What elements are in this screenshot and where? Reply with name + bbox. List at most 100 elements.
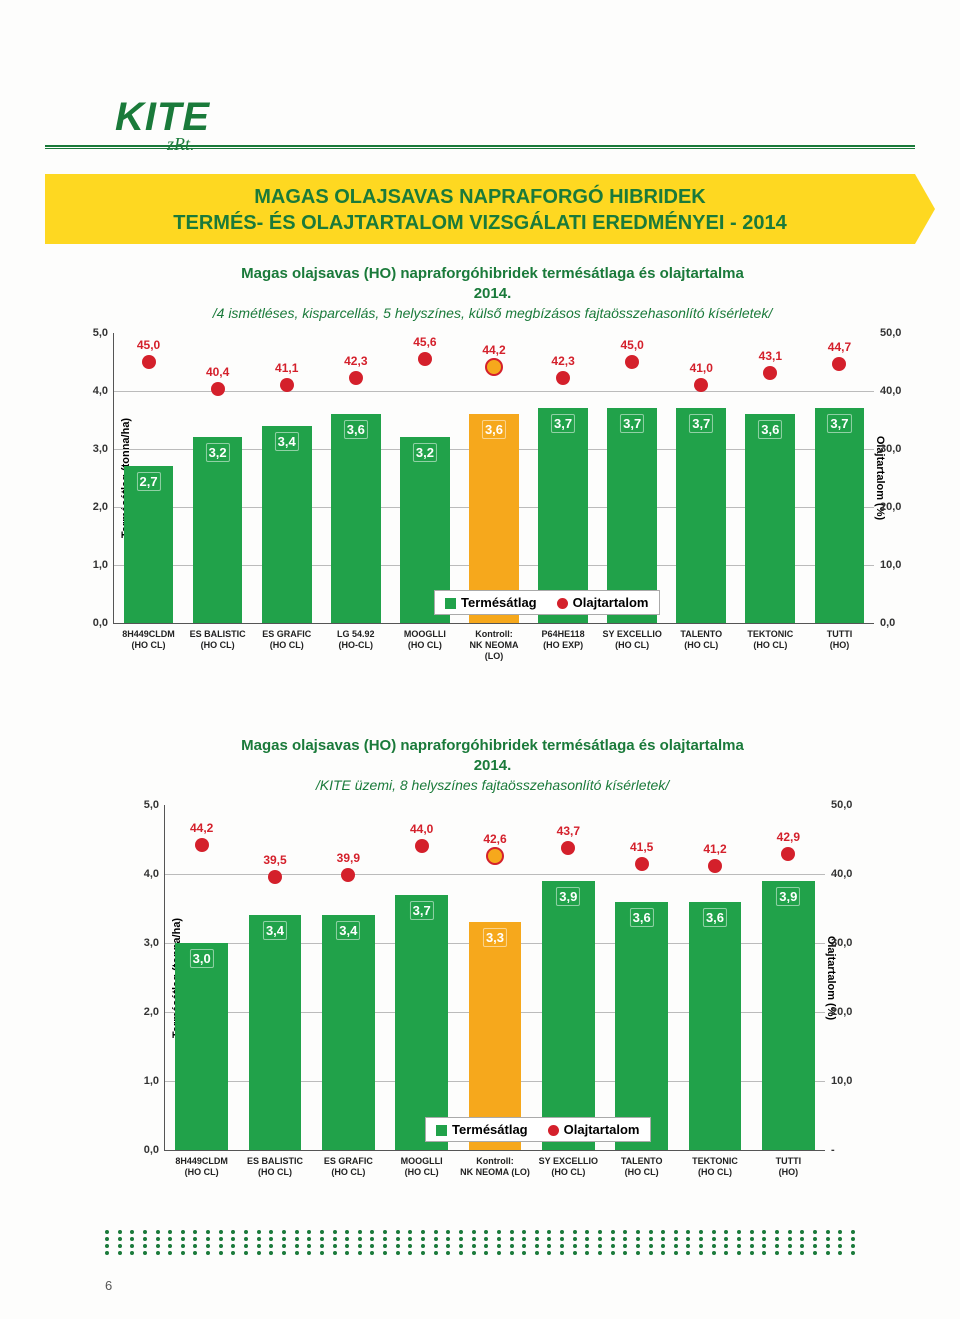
oil-dot <box>280 378 294 392</box>
oil-value: 44,7 <box>828 340 851 354</box>
category-label: ES BALISTIC(HO CL) <box>180 629 255 651</box>
bar-value: 3,9 <box>776 887 800 906</box>
chart2-plot: Termésátlag (tonna/ha) Olajtartalom (%) … <box>164 805 825 1151</box>
bar: 3,7 <box>395 895 448 1150</box>
rule-top-thin <box>45 148 915 149</box>
oil-dot <box>832 357 846 371</box>
bar-value: 3,4 <box>275 432 299 451</box>
oil-dot <box>694 378 708 392</box>
oil-value: 43,7 <box>557 824 580 838</box>
oil-dot <box>486 847 504 865</box>
bar-value: 3,2 <box>413 443 437 462</box>
chart-2: Magas olajsavas (HO) napraforgóhibridek … <box>140 736 845 1151</box>
oil-dot <box>635 857 649 871</box>
oil-dot <box>195 838 209 852</box>
category-label: TUTTI(HO) <box>749 1156 828 1178</box>
page: KITE zRt. MAGAS OLAJSAVAS NAPRAFORGÓ HIB… <box>0 0 960 1319</box>
bar: 3,6 <box>689 902 742 1150</box>
title-line1: MAGAS OLAJSAVAS NAPRAFORGÓ HIBRIDEK <box>254 186 706 208</box>
bar: 3,3 <box>469 922 522 1150</box>
bar: 3,4 <box>262 426 312 623</box>
rule-top <box>45 145 915 147</box>
oil-value: 42,9 <box>777 830 800 844</box>
oil-dot <box>561 841 575 855</box>
oil-dot <box>556 371 570 385</box>
oil-value: 44,2 <box>190 821 213 835</box>
oil-value: 43,1 <box>759 349 782 363</box>
bar-value: 3,7 <box>410 901 434 920</box>
bar-value: 3,6 <box>630 908 654 927</box>
oil-dot <box>349 371 363 385</box>
bar: 2,7 <box>124 466 174 623</box>
chart2-title: Magas olajsavas (HO) napraforgóhibridek … <box>140 736 845 775</box>
category-label: ES GRAFIC(HO CL) <box>249 629 324 651</box>
category-label: 8H449CLDM(HO CL) <box>111 629 186 651</box>
oil-dot <box>211 382 225 396</box>
oil-value: 42,3 <box>551 354 574 368</box>
bar-value: 3,7 <box>551 414 575 433</box>
chart1-title: Magas olajsavas (HO) napraforgóhibridek … <box>95 264 890 303</box>
chart2-desc: /KITE üzemi, 8 helyszínes fajtaösszehaso… <box>140 777 845 793</box>
oil-value: 42,6 <box>483 832 506 846</box>
ytick-left: 3,0 <box>144 937 159 949</box>
oil-dot <box>781 847 795 861</box>
ytick-right: 30,0 <box>831 937 852 949</box>
ytick-left: 5,0 <box>144 799 159 811</box>
oil-value: 44,0 <box>410 822 433 836</box>
ytick-left: 0,0 <box>144 1144 159 1156</box>
category-label: P64HE118(HO EXP) <box>526 629 601 651</box>
ytick-right: 30,0 <box>880 443 901 455</box>
oil-value: 42,3 <box>344 354 367 368</box>
bar: 3,9 <box>542 881 595 1150</box>
oil-dot <box>341 868 355 882</box>
page-number: 6 <box>105 1278 112 1293</box>
category-label: ES BALISTIC(HO CL) <box>235 1156 314 1178</box>
oil-dot <box>418 352 432 366</box>
ytick-left: 3,0 <box>93 443 108 455</box>
oil-value: 41,0 <box>690 361 713 375</box>
category-label: 8H449CLDM(HO CL) <box>162 1156 241 1178</box>
oil-dot <box>268 870 282 884</box>
ytick-right: 50,0 <box>831 799 852 811</box>
logo-main: KITE <box>115 95 210 140</box>
oil-dot <box>708 859 722 873</box>
bar-value: 3,6 <box>482 420 506 439</box>
legend: TermésátlagOlajtartalom <box>434 590 660 615</box>
bar-value: 3,3 <box>483 928 507 947</box>
title-band: MAGAS OLAJSAVAS NAPRAFORGÓ HIBRIDEK TERM… <box>45 174 915 244</box>
bar-value: 3,4 <box>263 921 287 940</box>
ytick-left: 0,0 <box>93 617 108 629</box>
bar-value: 3,7 <box>689 414 713 433</box>
bar: 3,9 <box>762 881 815 1150</box>
title-line2: TERMÉS- ÉS OLAJTARTALOM VIZSGÁLATI EREDM… <box>173 212 786 234</box>
category-label: TUTTI(HO) <box>802 629 877 651</box>
oil-value: 40,4 <box>206 365 229 379</box>
chart-1: Magas olajsavas (HO) napraforgóhibridek … <box>95 264 890 624</box>
chart1-desc: /4 ismétléses, kisparcellás, 5 helyszíne… <box>95 305 890 321</box>
category-label: MOOGLLI(HO CL) <box>387 629 462 651</box>
oil-value: 41,5 <box>630 840 653 854</box>
oil-value: 41,1 <box>275 361 298 375</box>
oil-value: 39,9 <box>337 851 360 865</box>
ytick-left: 5,0 <box>93 327 108 339</box>
ytick-right: 50,0 <box>880 327 901 339</box>
category-label: SY EXCELLIO(HO CL) <box>529 1156 608 1178</box>
ytick-left: 1,0 <box>144 1075 159 1087</box>
page-title: MAGAS OLAJSAVAS NAPRAFORGÓ HIBRIDEK TERM… <box>45 174 915 236</box>
category-label: TEKTONIC(HO CL) <box>733 629 808 651</box>
ytick-left: 2,0 <box>144 1006 159 1018</box>
bar: 3,6 <box>615 902 668 1150</box>
oil-value: 41,2 <box>703 842 726 856</box>
category-label: SY EXCELLIO(HO CL) <box>595 629 670 651</box>
chart1-plot: Termésátlag (tonna/ha) Olajtartalom (%) … <box>113 333 874 624</box>
category-label: TALENTO(HO CL) <box>664 629 739 651</box>
ytick-right: 0,0 <box>880 617 895 629</box>
oil-value: 39,5 <box>263 853 286 867</box>
ytick-left: 4,0 <box>93 385 108 397</box>
oil-value: 44,2 <box>482 343 505 357</box>
bar-value: 3,4 <box>336 921 360 940</box>
ytick-right: - <box>831 1144 835 1156</box>
bar: 3,0 <box>175 943 228 1150</box>
ytick-right: 10,0 <box>831 1075 852 1087</box>
ytick-left: 2,0 <box>93 501 108 513</box>
